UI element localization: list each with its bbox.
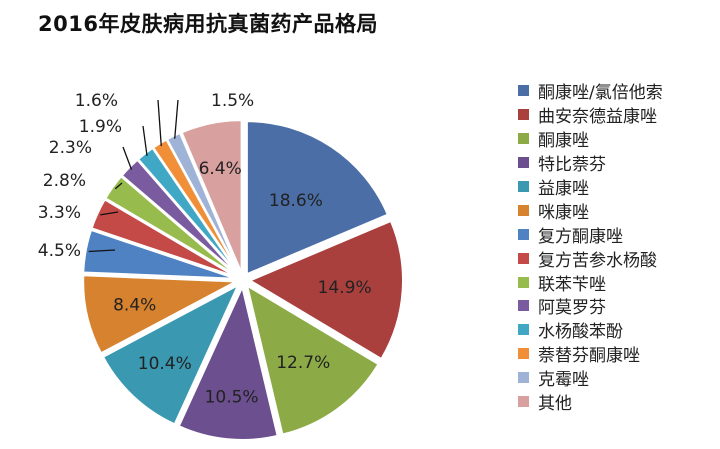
legend-label: 复方酮康唑	[538, 226, 623, 247]
legend-swatch	[518, 396, 529, 408]
slice-label: 4.5%	[38, 241, 81, 261]
legend-label: 阿莫罗芬	[538, 298, 606, 319]
legend-item: 萘替芬酮康唑	[518, 342, 663, 366]
legend-label: 酮康唑/氯倍他索	[538, 83, 663, 104]
legend-item: 复方酮康唑	[518, 222, 663, 247]
slice-label: 6.4%	[199, 159, 242, 179]
legend-item: 阿莫罗芬	[518, 294, 663, 318]
legend-label: 酮康唑	[538, 131, 589, 152]
legend-label: 水杨酸苯酚	[538, 322, 623, 343]
leader-line	[100, 211, 119, 216]
legend-item: 水杨酸苯酚	[518, 318, 663, 342]
legend-swatch	[518, 133, 529, 145]
leader-line	[174, 99, 179, 139]
legend-item: 酮康唑/氯倍他索	[518, 79, 663, 103]
pie-slice	[82, 228, 237, 280]
leader-line	[88, 249, 116, 253]
legend-label: 复方苦参水杨酸	[538, 250, 657, 271]
legend-item: 克霉唑	[518, 366, 663, 390]
legend-swatch	[518, 324, 529, 336]
leader-line	[114, 182, 123, 190]
leader-line	[142, 125, 148, 156]
slice-label: 1.5%	[211, 91, 254, 111]
legend-item: 联苯苄唑	[518, 270, 663, 295]
slice-label: 12.7%	[276, 353, 330, 373]
legend-label: 其他	[538, 394, 572, 415]
slice-label: 18.6%	[269, 191, 323, 211]
legend-swatch	[518, 228, 529, 240]
slice-label: 8.4%	[113, 296, 156, 316]
legend-item: 酮康唑	[518, 127, 663, 151]
slice-label: 2.3%	[49, 138, 92, 158]
chart-legend: 酮康唑/氯倍他索 曲安奈德益康唑 酮康唑特比萘芬益康唑 咪康唑复方酮康唑复方苦参水杨酸…	[518, 79, 663, 414]
legend-label: 萘替芬酮康唑	[538, 346, 640, 367]
pie-slice	[165, 131, 241, 275]
legend-swatch	[518, 372, 529, 384]
legend-swatch	[518, 85, 529, 97]
legend-item: 复方苦参水杨酸	[518, 246, 663, 271]
legend-swatch	[518, 348, 529, 360]
legend-swatch	[518, 252, 529, 264]
pie-slice	[104, 174, 238, 277]
legend-label: 益康唑	[538, 179, 589, 200]
legend-label: 克霉唑	[538, 370, 589, 391]
slice-label: 10.4%	[138, 354, 192, 374]
legend-item: 益康唑	[518, 175, 663, 199]
legend-item: 特比萘芬	[518, 151, 663, 175]
legend-item: 其他	[518, 390, 663, 414]
legend-swatch	[518, 157, 529, 169]
legend-label: 曲安奈德益康唑	[538, 107, 657, 128]
legend-item: 曲安奈德益康唑	[518, 103, 663, 127]
pie-slice	[90, 198, 238, 279]
pie-slice	[245, 120, 390, 276]
slice-label: 14.9%	[318, 278, 372, 298]
legend-swatch	[518, 181, 529, 192]
legend-swatch	[518, 204, 529, 216]
legend-item: 咪康唑	[518, 198, 663, 223]
legend-label: 咪康唑	[538, 202, 589, 223]
slice-label: 1.9%	[79, 117, 122, 137]
pie-slice	[247, 219, 404, 361]
pie-slice	[101, 282, 241, 426]
pie-slice	[177, 283, 279, 441]
legend-label: 特比萘芬	[538, 155, 606, 176]
leader-line	[122, 146, 133, 170]
pie-slice	[245, 283, 380, 436]
legend-swatch	[518, 300, 529, 312]
pie-slice	[82, 274, 240, 355]
slice-label: 1.6%	[75, 91, 118, 111]
legend-label: 联苯苄唑	[538, 274, 606, 295]
pie-slice	[180, 119, 243, 274]
slice-label: 2.8%	[43, 171, 86, 191]
leader-line	[157, 99, 162, 147]
legend-swatch	[518, 276, 529, 288]
slice-label: 10.5%	[205, 388, 259, 408]
slice-label: 3.3%	[38, 203, 81, 223]
legend-swatch	[518, 109, 529, 121]
chart-title: 2016年皮肤病用抗真菌药产品格局	[38, 12, 378, 36]
